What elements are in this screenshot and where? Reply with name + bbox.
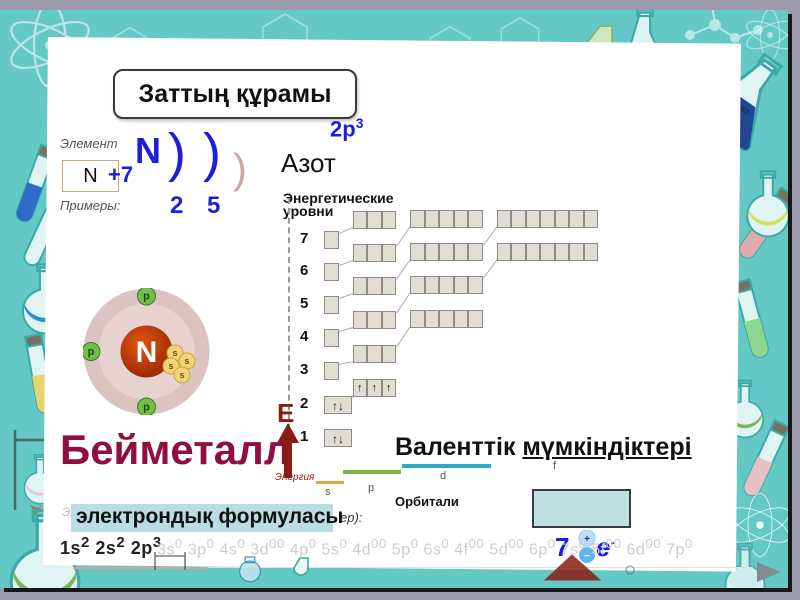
svg-text:p: p (143, 402, 150, 414)
svg-text:N: N (136, 336, 158, 369)
svg-text:p: p (143, 291, 150, 303)
svg-text:s: s (179, 370, 184, 380)
svg-text:s: s (184, 356, 189, 366)
svg-text:p: p (88, 346, 95, 358)
svg-text:s: s (168, 361, 173, 371)
svg-text:s: s (172, 348, 177, 358)
